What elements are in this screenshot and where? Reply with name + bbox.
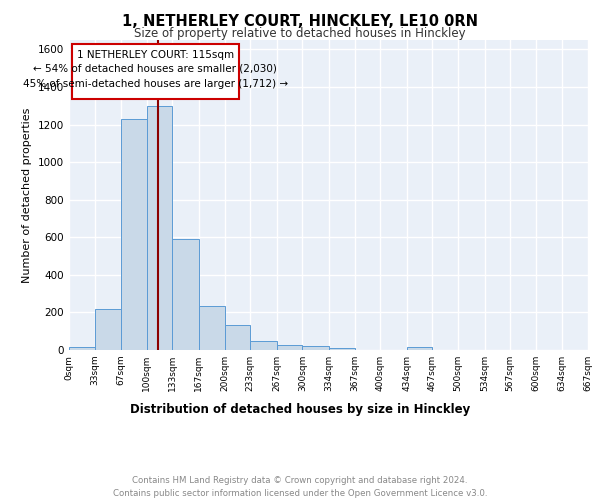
Y-axis label: Number of detached properties: Number of detached properties	[22, 108, 32, 282]
Bar	[277, 345, 302, 350]
Bar	[224, 324, 250, 350]
Bar	[172, 239, 199, 350]
Text: Size of property relative to detached houses in Hinckley: Size of property relative to detached ho…	[134, 28, 466, 40]
Text: 1, NETHERLEY COURT, HINCKLEY, LE10 0RN: 1, NETHERLEY COURT, HINCKLEY, LE10 0RN	[122, 14, 478, 29]
FancyBboxPatch shape	[72, 44, 239, 99]
Text: ← 54% of detached houses are smaller (2,030): ← 54% of detached houses are smaller (2,…	[34, 64, 277, 74]
Bar	[147, 106, 172, 350]
Bar	[69, 347, 95, 350]
Bar	[199, 306, 224, 350]
Bar	[121, 119, 147, 350]
Text: 1 NETHERLEY COURT: 115sqm: 1 NETHERLEY COURT: 115sqm	[77, 50, 234, 60]
Text: Distribution of detached houses by size in Hinckley: Distribution of detached houses by size …	[130, 402, 470, 415]
Bar	[95, 308, 121, 350]
Bar	[250, 341, 277, 350]
Text: Contains HM Land Registry data © Crown copyright and database right 2024.
Contai: Contains HM Land Registry data © Crown c…	[113, 476, 487, 498]
Bar	[302, 346, 329, 350]
Bar	[407, 346, 433, 350]
Bar	[329, 348, 355, 350]
Text: 45% of semi-detached houses are larger (1,712) →: 45% of semi-detached houses are larger (…	[23, 79, 288, 89]
